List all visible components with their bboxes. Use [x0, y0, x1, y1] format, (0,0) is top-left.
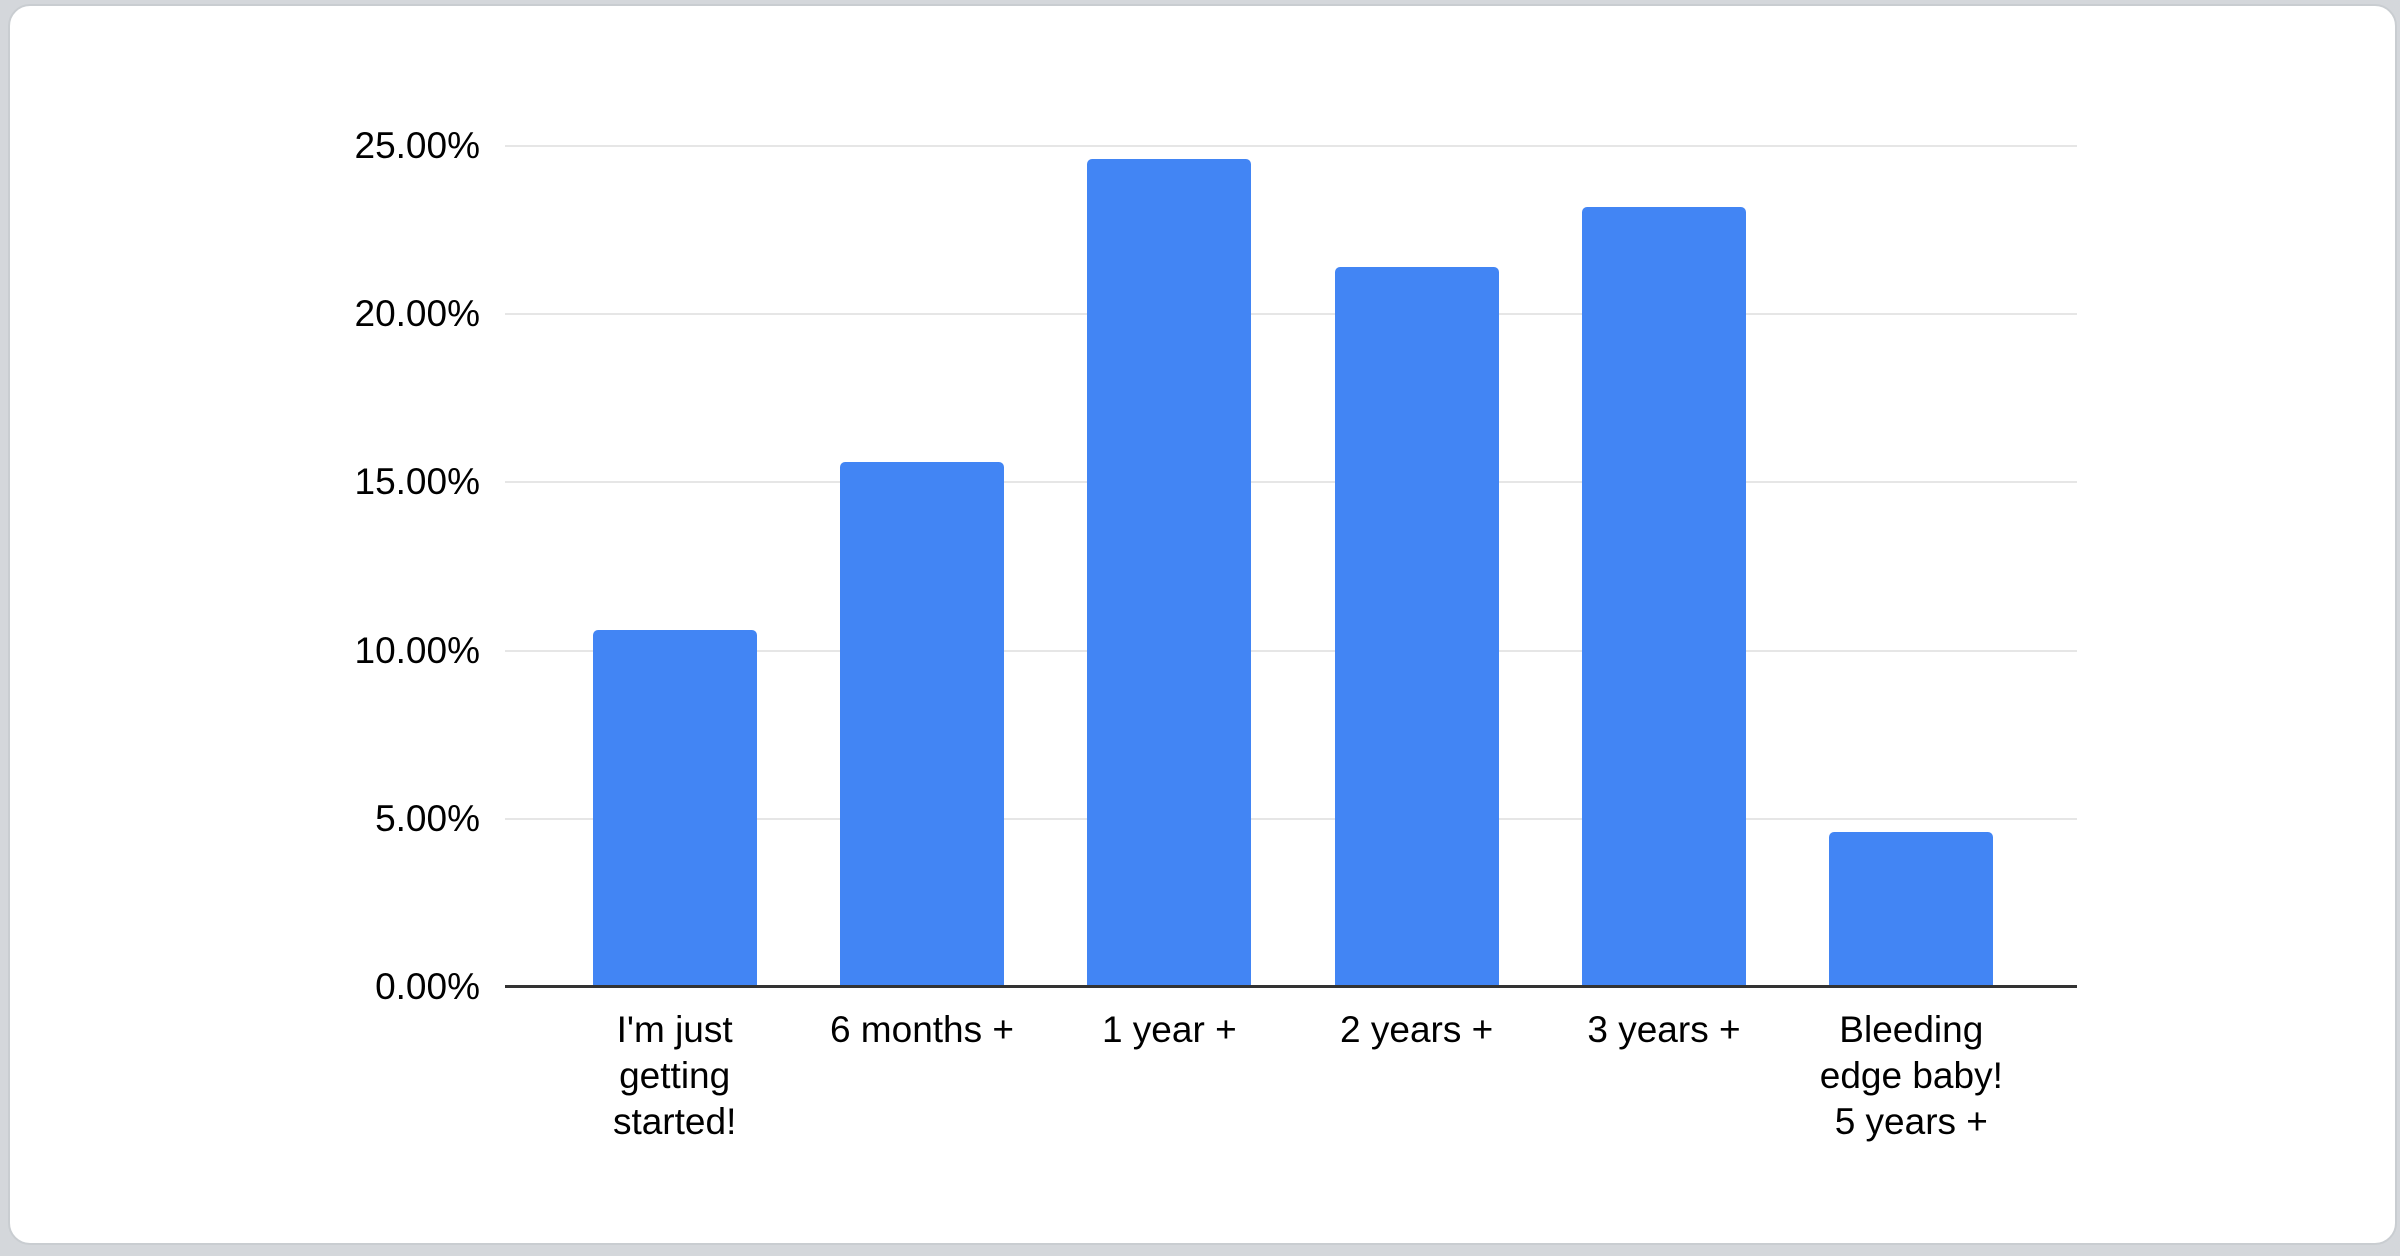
- y-axis-tick-labels: 0.00% 5.00% 10.00% 15.00% 20.00% 25.00%: [10, 125, 481, 1007]
- bar-slot: [1540, 146, 1787, 987]
- y-axis-tick-label: 10.00%: [354, 629, 481, 671]
- bar-slot: [1046, 146, 1293, 987]
- bar-slot: [798, 146, 1045, 987]
- bar-2[interactable]: [840, 462, 1004, 987]
- y-axis-tick-label: 20.00%: [354, 293, 481, 335]
- gridline: [505, 145, 2077, 147]
- y-axis-tick-label: 25.00%: [354, 125, 481, 166]
- gridline: [505, 481, 2077, 484]
- x-axis-category-label: Bleeding edge baby! 5 years +: [1819, 1009, 2003, 1142]
- x-axis-category-label: 1 year +: [1101, 1009, 1237, 1050]
- y-axis-tick-label: 15.00%: [354, 461, 481, 503]
- plot-area: [505, 145, 2077, 988]
- gridline: [505, 313, 2077, 316]
- x-axis-category-label: 2 years +: [1340, 1009, 1494, 1050]
- gridline: [505, 817, 2077, 820]
- bar-3[interactable]: [1087, 159, 1252, 987]
- bar-1[interactable]: [592, 630, 757, 987]
- y-axis-tick-label: 0.00%: [375, 966, 480, 1007]
- bar-5[interactable]: [1581, 206, 1746, 987]
- bar-slot: [1293, 146, 1540, 987]
- chart-card: 0.00% 5.00% 10.00% 15.00% 20.00% 25.00% I'm j…: [8, 4, 2397, 1245]
- bar-6[interactable]: [1829, 832, 1994, 987]
- gridline: [505, 649, 2077, 652]
- bar-4[interactable]: [1334, 267, 1499, 987]
- x-axis-category-label: 6 months +: [829, 1009, 1015, 1050]
- x-axis-category-label: I'm just getting started!: [612, 1009, 737, 1142]
- x-axis-line: [505, 985, 2077, 988]
- bar-slot: [551, 146, 798, 987]
- x-axis-category-label: 3 years +: [1587, 1009, 1741, 1050]
- bar-chart: 0.00% 5.00% 10.00% 15.00% 20.00% 25.00% I'm j…: [10, 6, 2395, 1243]
- y-axis-tick-label: 5.00%: [375, 797, 480, 839]
- bar-slot: [1788, 146, 2035, 987]
- bars-region: [551, 146, 2035, 987]
